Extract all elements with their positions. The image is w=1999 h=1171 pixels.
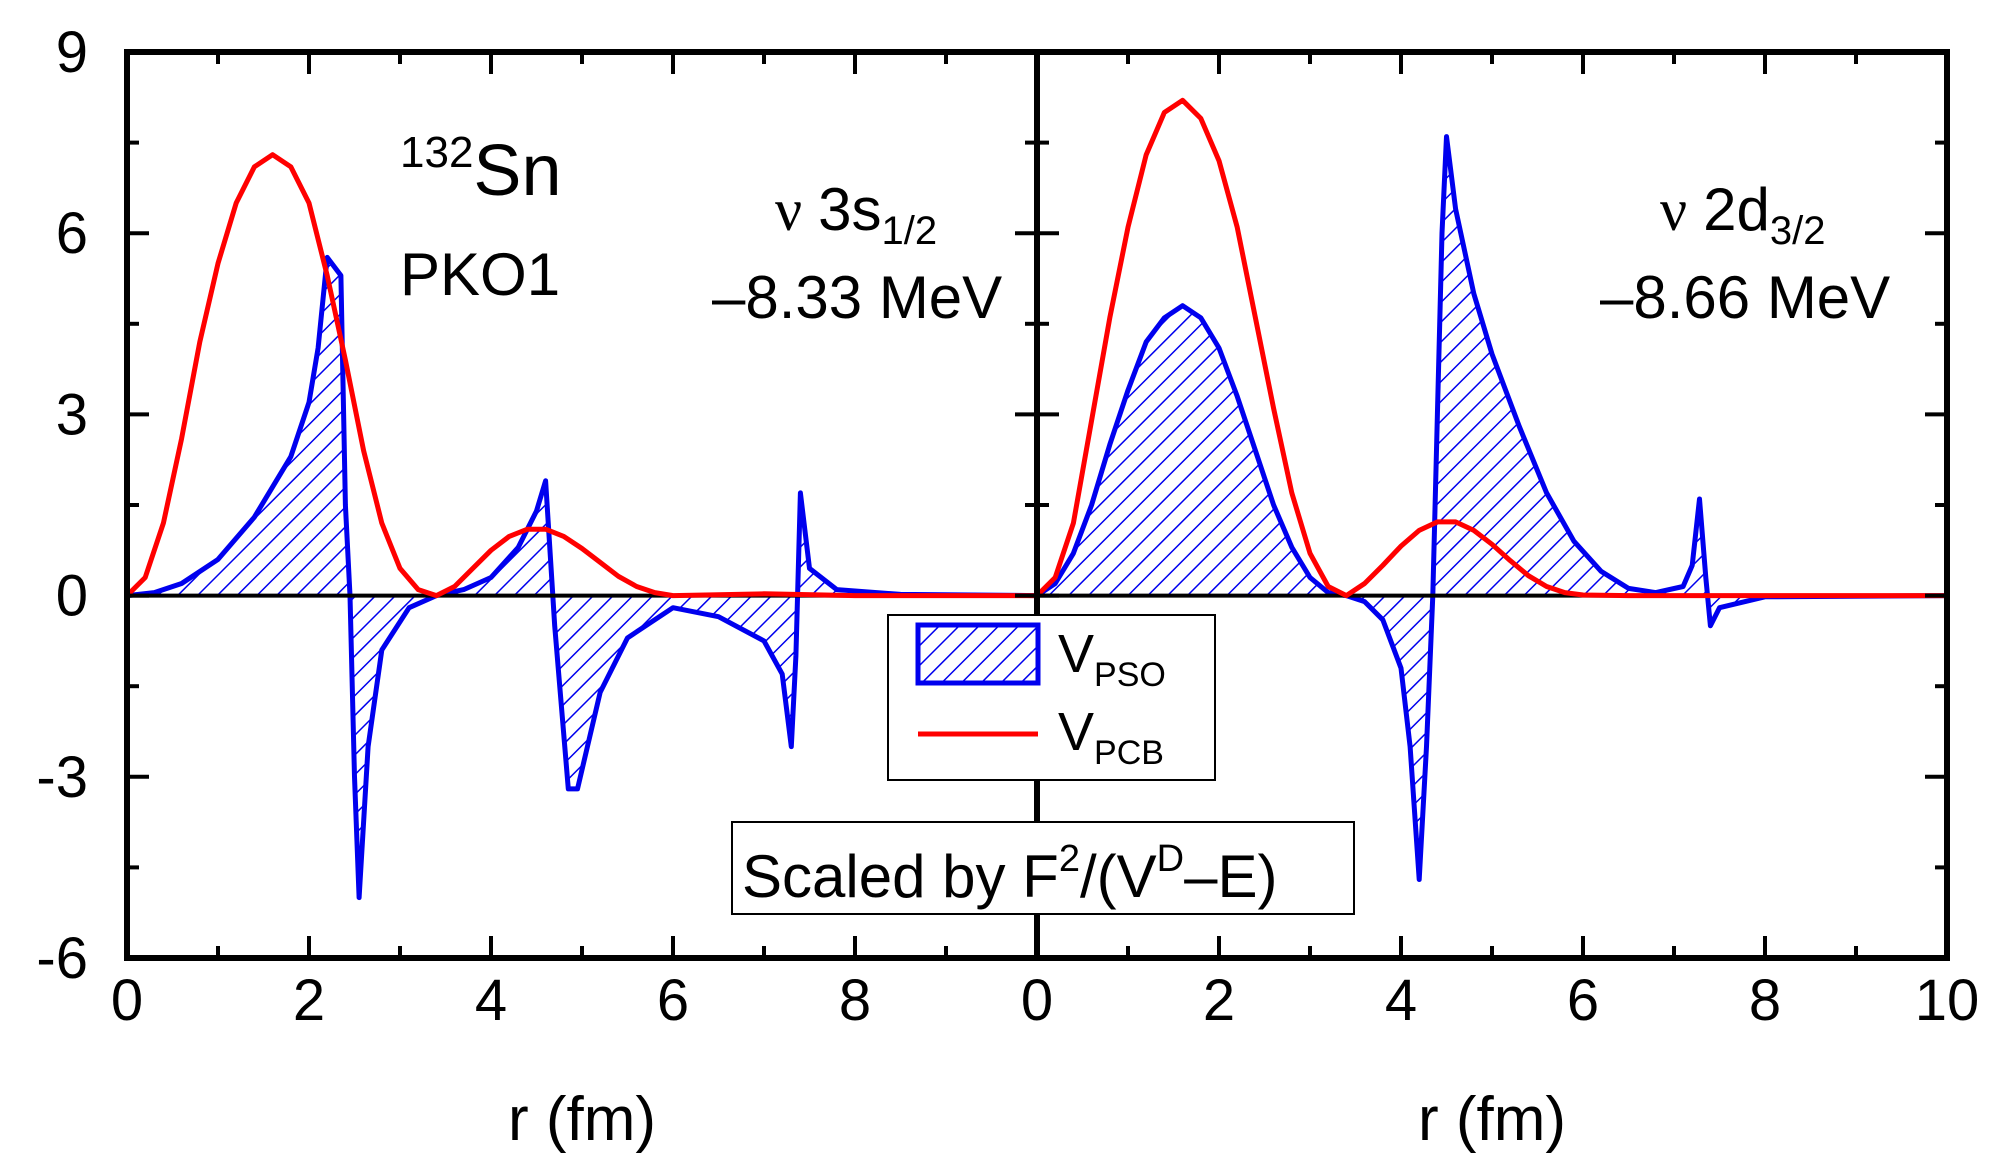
y-tick-label: 3: [56, 382, 88, 447]
x-tick-label-left: 0: [111, 968, 143, 1033]
x-tick-label-right: 10: [1915, 968, 1980, 1033]
state-label-left: ν 3s1/2: [775, 176, 937, 253]
plot-layer: 0 2 4 6 8 r (fm) 0 2 4 6 8 10 r (fm) -6 -3 0 3 6 9: [36, 20, 1979, 1154]
y-tick-label: -6: [36, 926, 88, 991]
state-sub-left: 1/2: [882, 209, 938, 253]
x-tick-label-left: 2: [293, 968, 325, 1033]
x-tick-label-left: 6: [657, 968, 689, 1033]
x-tick-label-left: 4: [475, 968, 507, 1033]
state-label-right: ν 2d3/2: [1660, 176, 1826, 253]
y-tick-label: 0: [56, 564, 88, 629]
nucleus-label: 132Sn: [400, 128, 562, 211]
functional-label: PKO1: [400, 241, 560, 308]
state-sub-right: 3/2: [1770, 209, 1826, 253]
x-tick-label-right: 8: [1749, 968, 1781, 1033]
state-main-left: 3s: [818, 176, 881, 243]
nucleus-symbol: Sn: [473, 131, 561, 211]
x-tick-label-right: 6: [1567, 968, 1599, 1033]
legend-pso-swatch: [918, 625, 1038, 683]
energy-label-right: –8.66 MeV: [1600, 264, 1890, 331]
state-main-right: 2d: [1703, 176, 1770, 243]
x-tick-label-right: 2: [1203, 968, 1235, 1033]
chart-svg: 0 2 4 6 8 r (fm) 0 2 4 6 8 10 r (fm) -6 -3 0 3 6 9 132Sn P…: [0, 0, 1999, 1166]
figure: 0 2 4 6 8 r (fm) 0 2 4 6 8 10 r (fm) -6 -3 0 3 6 9 132Sn P…: [0, 0, 1999, 1166]
x-axis-title-right: r (fm): [1418, 1085, 1566, 1154]
nu-symbol-left: ν: [775, 177, 802, 243]
scale-note-text: Scaled by F2/(VD–E): [742, 838, 1277, 910]
legend: VPSO VPCB: [888, 615, 1215, 780]
scale-note: Scaled by F2/(VD–E): [732, 822, 1354, 914]
x-tick-label-left: 8: [839, 968, 871, 1033]
x-tick-label-right: 0: [1021, 968, 1053, 1033]
y-tick-label: 6: [56, 201, 88, 266]
nucleus-mass: 132: [400, 128, 473, 177]
y-tick-label: 9: [56, 20, 88, 85]
x-axis-title-left: r (fm): [508, 1085, 656, 1154]
panel-right: 0 2 4 6 8 10 r (fm): [1021, 52, 1979, 1154]
pso-area-left: [127, 257, 1037, 897]
y-tick-label: -3: [36, 745, 88, 810]
nu-symbol-right: ν: [1660, 177, 1687, 243]
energy-label-left: –8.33 MeV: [712, 264, 1002, 331]
x-tick-label-right: 4: [1385, 968, 1417, 1033]
